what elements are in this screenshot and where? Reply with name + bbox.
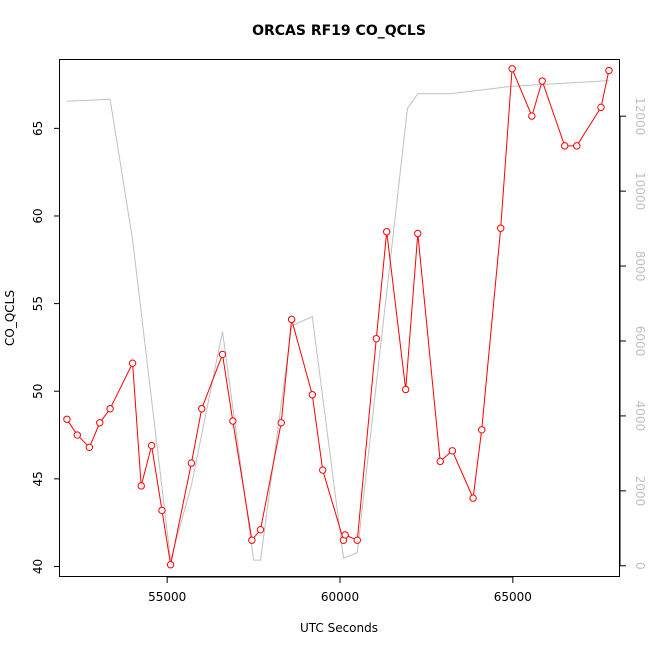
co-qcls-point	[573, 142, 581, 150]
co-qcls-point	[560, 142, 569, 150]
y-axis-left: 40 45 50 55 60 65	[31, 121, 60, 574]
co-qcls-point	[287, 315, 296, 324]
y2-tick-label: 12000	[633, 97, 647, 135]
co-qcls-point	[63, 415, 71, 423]
co-qcls-point	[96, 419, 104, 427]
y-tick-label: 55	[31, 296, 45, 311]
co-qcls-point	[137, 482, 145, 490]
co-qcls-point	[341, 531, 349, 539]
y2-tick-label: 6000	[633, 326, 647, 357]
co-qcls-point	[436, 457, 444, 466]
co-qcls-point	[73, 431, 81, 439]
co-qcls-point	[106, 405, 114, 413]
co-qcls-point	[448, 447, 457, 455]
x-tick-label: 60000	[321, 590, 359, 604]
co-qcls-point	[218, 350, 227, 359]
co-qcls-point	[85, 443, 94, 452]
co-qcls-point	[248, 536, 256, 544]
co-qcls-point	[256, 525, 265, 534]
co-qcls-point	[597, 103, 605, 112]
co-qcls-point	[414, 229, 422, 238]
co-qcls-point	[382, 228, 391, 236]
x-axis: 55000 60000 65000	[148, 576, 532, 604]
co-qcls-point	[187, 459, 196, 467]
co-qcls-point	[605, 66, 613, 75]
y-axis-right: 0 2000 4000 6000 8000 10000 12000	[619, 97, 647, 570]
y2-tick-label: 0	[633, 562, 647, 570]
co-qcls-point	[401, 385, 410, 394]
co-qcls-point	[478, 426, 486, 434]
y2-tick-label: 2000	[633, 476, 647, 507]
y-tick-label: 50	[31, 384, 45, 399]
series-layer	[63, 65, 613, 569]
x-tick-label: 55000	[148, 590, 186, 604]
altitude-line	[66, 80, 609, 561]
co-qcls-point	[147, 441, 156, 450]
y2-tick-label: 10000	[633, 172, 647, 210]
co-qcls-point	[497, 224, 505, 232]
y-tick-label: 65	[31, 121, 45, 136]
y2-tick-label: 4000	[633, 401, 647, 432]
y-tick-label: 45	[31, 471, 45, 486]
co-qcls-point	[528, 112, 536, 120]
co-qcls-point	[508, 65, 516, 73]
co-qcls-point	[158, 506, 166, 515]
co-qcls-point	[277, 419, 285, 427]
co-qcls-line	[66, 68, 610, 565]
co-qcls-point	[229, 417, 237, 425]
co-qcls-point	[128, 359, 137, 367]
co-qcls-point	[308, 391, 317, 399]
x-tick-label: 65000	[494, 590, 532, 604]
co-qcls-point	[469, 494, 477, 502]
x-axis-label: UTC Seconds	[300, 621, 378, 635]
chart-title: ORCAS RF19 CO_QCLS	[252, 23, 426, 39]
plot-frame	[59, 59, 620, 577]
co-qcls-point	[166, 561, 175, 569]
y-tick-label: 40	[31, 559, 45, 574]
co-qcls-point	[319, 466, 327, 474]
y2-tick-label: 8000	[633, 251, 647, 282]
y-axis-label: CO_QCLS	[3, 290, 17, 346]
co-qcls-point	[372, 334, 380, 343]
co-qcls-point	[198, 405, 206, 413]
y-tick-label: 60	[31, 208, 45, 223]
co-qcls-point	[353, 536, 361, 544]
co-qcls-point	[538, 77, 546, 85]
